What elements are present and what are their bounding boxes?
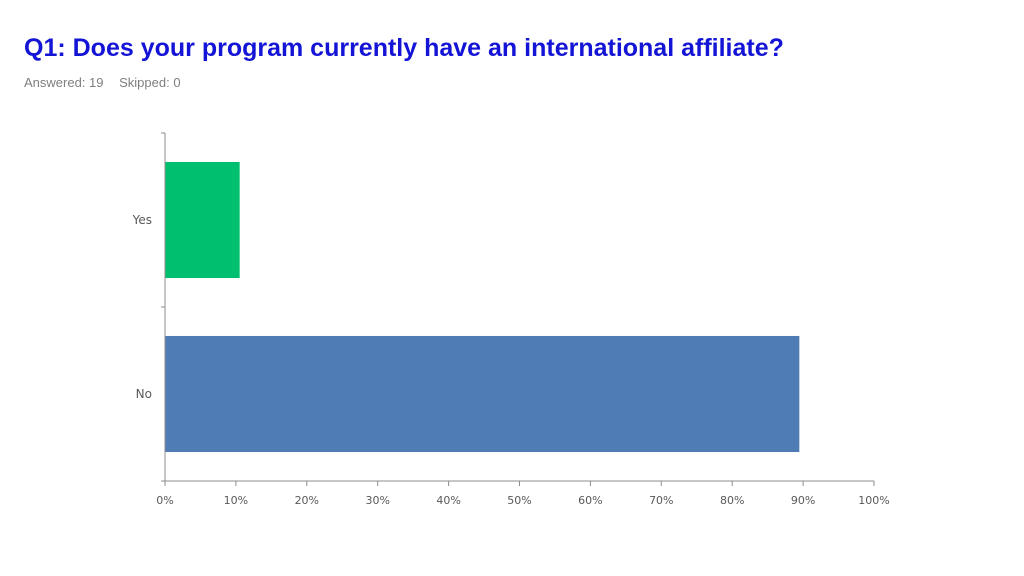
skipped-count: Skipped: 0 xyxy=(119,75,181,90)
x-tick-label: 50% xyxy=(507,494,531,507)
x-tick-label: 0% xyxy=(156,494,173,507)
x-tick-label: 90% xyxy=(791,494,815,507)
bar-no xyxy=(165,335,800,453)
x-tick-label: 40% xyxy=(436,494,460,507)
category-label-yes: Yes xyxy=(132,213,152,227)
bar-yes xyxy=(165,161,240,279)
x-tick-label: 60% xyxy=(578,494,602,507)
chart-bars xyxy=(165,161,800,453)
response-summary: Answered: 19 Skipped: 0 xyxy=(24,75,181,90)
y-axis-categories: Yes No xyxy=(132,213,152,401)
x-tick-label: 80% xyxy=(720,494,744,507)
x-axis-ticks: 0% 10% 20% 30% 40% 50% 60% 70% 80% 90% 100% xyxy=(156,481,890,507)
x-tick-label: 70% xyxy=(649,494,673,507)
x-tick-label: 20% xyxy=(295,494,319,507)
answered-count: Answered: 19 xyxy=(24,75,104,90)
x-tick-label: 30% xyxy=(365,494,389,507)
page-title: Q1: Does your program currently have an … xyxy=(24,34,784,62)
category-label-no: No xyxy=(136,387,152,401)
x-tick-label: 100% xyxy=(858,494,889,507)
x-tick-label: 10% xyxy=(224,494,248,507)
